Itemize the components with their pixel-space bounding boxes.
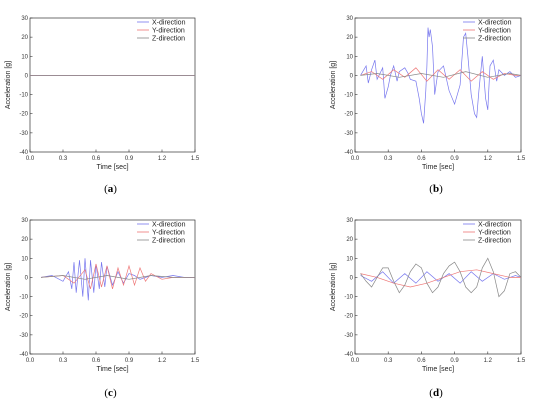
plot-frame [354, 17, 522, 153]
y-tick-label: 20 [346, 237, 353, 243]
panel-caption: (d) [429, 387, 443, 399]
y-tick-label: 0 [350, 73, 354, 79]
x-axis-label: Time [sec] [422, 164, 454, 171]
plot-frame [354, 219, 522, 355]
x-tick-label: 0.3 [59, 358, 68, 364]
series-line-z-direction [360, 71, 522, 78]
x-tick-label: 1.5 [191, 358, 200, 364]
y-tick-label: 0 [25, 275, 29, 281]
y-tick-label: 10 [346, 54, 353, 60]
y-tick-label: 20 [21, 35, 28, 41]
y-axis-label: Acceleration [g] [5, 61, 12, 109]
x-axis-label: Time [sec] [422, 366, 454, 373]
y-tick-label: -40 [19, 352, 28, 358]
y-tick-label: -10 [344, 93, 353, 99]
series-line-z-direction [360, 257, 522, 298]
y-tick-label: 30 [21, 16, 28, 22]
y-tick-label: -30 [19, 131, 28, 137]
y-tick-label: 10 [21, 54, 28, 60]
x-tick-label: 0.6 [417, 358, 426, 364]
y-tick-label: -10 [19, 295, 28, 301]
y-tick-label: 30 [346, 218, 353, 224]
y-tick-label: 20 [21, 237, 28, 243]
y-tick-label: -10 [19, 93, 28, 99]
y-tick-label: 20 [346, 35, 353, 41]
legend-entry: Y-direction [478, 229, 511, 236]
x-tick-label: 1.2 [158, 358, 167, 364]
x-tick-label: 0.3 [59, 156, 68, 162]
y-tick-label: 0 [25, 73, 29, 79]
x-tick-label: 0.0 [26, 358, 35, 364]
x-tick-label: 0.9 [450, 156, 459, 162]
x-tick-label: 0.3 [384, 358, 393, 364]
x-tick-label: 0.6 [92, 358, 101, 364]
x-tick-label: 1.5 [517, 358, 526, 364]
x-tick-label: 0.9 [450, 358, 459, 364]
y-tick-label: 10 [346, 256, 353, 262]
x-axis-label: Time [sec] [96, 164, 128, 171]
y-tick-label: -30 [344, 333, 353, 339]
x-tick-label: 0.0 [26, 156, 35, 162]
legend-entry: Z-direction [478, 237, 511, 244]
legend-entry: Z-direction [152, 237, 185, 244]
chart-panels: -40 -30 -20 -10 0 10 20 30 0.0 0.3 0.6 0.9 1.2 1.5 Tim… [5, 16, 526, 399]
y-tick-label: -40 [344, 352, 353, 358]
plot-frame [29, 17, 196, 153]
chart-panel-b: -40 -30 -20 -10 0 10 20 30 0.0 0.3 0.6 0.9 1.2 1.5 Tim… [330, 16, 526, 195]
x-tick-label: 1.2 [158, 156, 167, 162]
plot-frame [29, 219, 196, 355]
legend-entry: X-direction [478, 221, 512, 228]
x-tick-label: 1.2 [484, 156, 493, 162]
legend-entry: Z-direction [478, 35, 511, 42]
panel-caption: (c) [104, 387, 117, 399]
series-line-y-direction [360, 67, 521, 82]
x-tick-label: 0.9 [125, 358, 134, 364]
series-line-y-direction [40, 263, 195, 289]
y-tick-label: -10 [344, 295, 353, 301]
y-axis-label: Acceleration [g] [330, 61, 337, 109]
x-tick-label: 0.6 [417, 156, 426, 162]
x-tick-label: 0.6 [92, 156, 101, 162]
y-tick-label: -20 [344, 112, 353, 118]
series-line-x-direction [40, 258, 195, 301]
series-line-x-direction [360, 27, 522, 124]
legend-entry: X-direction [152, 19, 186, 26]
chart-panel-a: -40 -30 -20 -10 0 10 20 30 0.0 0.3 0.6 0.9 1.2 1.5 Tim… [5, 16, 200, 195]
legend-entry: Z-direction [152, 35, 185, 42]
x-tick-label: 0.9 [125, 156, 134, 162]
y-tick-label: -20 [19, 314, 28, 320]
x-tick-label: 1.5 [517, 156, 526, 162]
x-tick-label: 0.0 [351, 358, 360, 364]
y-axis-label: Acceleration [g] [330, 263, 337, 311]
x-tick-label: 0.0 [351, 156, 360, 162]
legend-entry: X-direction [152, 221, 186, 228]
legend-entry: X-direction [478, 19, 512, 26]
y-tick-label: -20 [19, 112, 28, 118]
x-tick-label: 0.3 [384, 156, 393, 162]
y-tick-label: 30 [21, 218, 28, 224]
y-tick-label: -40 [19, 150, 28, 156]
legend-entry: Y-direction [478, 27, 511, 34]
y-tick-label: -30 [344, 131, 353, 137]
series-line-x-direction [360, 271, 522, 284]
panel-caption: (b) [429, 183, 443, 195]
x-tick-label: 1.5 [191, 156, 200, 162]
y-tick-label: 30 [346, 16, 353, 22]
panel-caption: (a) [104, 183, 117, 195]
y-tick-label: -20 [344, 314, 353, 320]
x-axis-label: Time [sec] [96, 366, 128, 373]
legend-entry: Y-direction [152, 229, 185, 236]
chart-panel-d: -40 -30 -20 -10 0 10 20 30 0.0 0.3 0.6 0.9 1.2 1.5 Tim… [330, 218, 526, 399]
series-line-y-direction [360, 269, 521, 288]
series-line-z-direction [40, 275, 195, 280]
y-tick-label: 0 [350, 275, 354, 281]
y-tick-label: -30 [19, 333, 28, 339]
y-tick-label: -40 [344, 150, 353, 156]
legend-entry: Y-direction [152, 27, 185, 34]
x-tick-label: 1.2 [484, 358, 493, 364]
chart-panel-c: -40 -30 -20 -10 0 10 20 30 0.0 0.3 0.6 0.9 1.2 1.5 Tim… [5, 218, 200, 399]
y-tick-label: 10 [21, 256, 28, 262]
y-axis-label: Acceleration [g] [5, 263, 12, 311]
